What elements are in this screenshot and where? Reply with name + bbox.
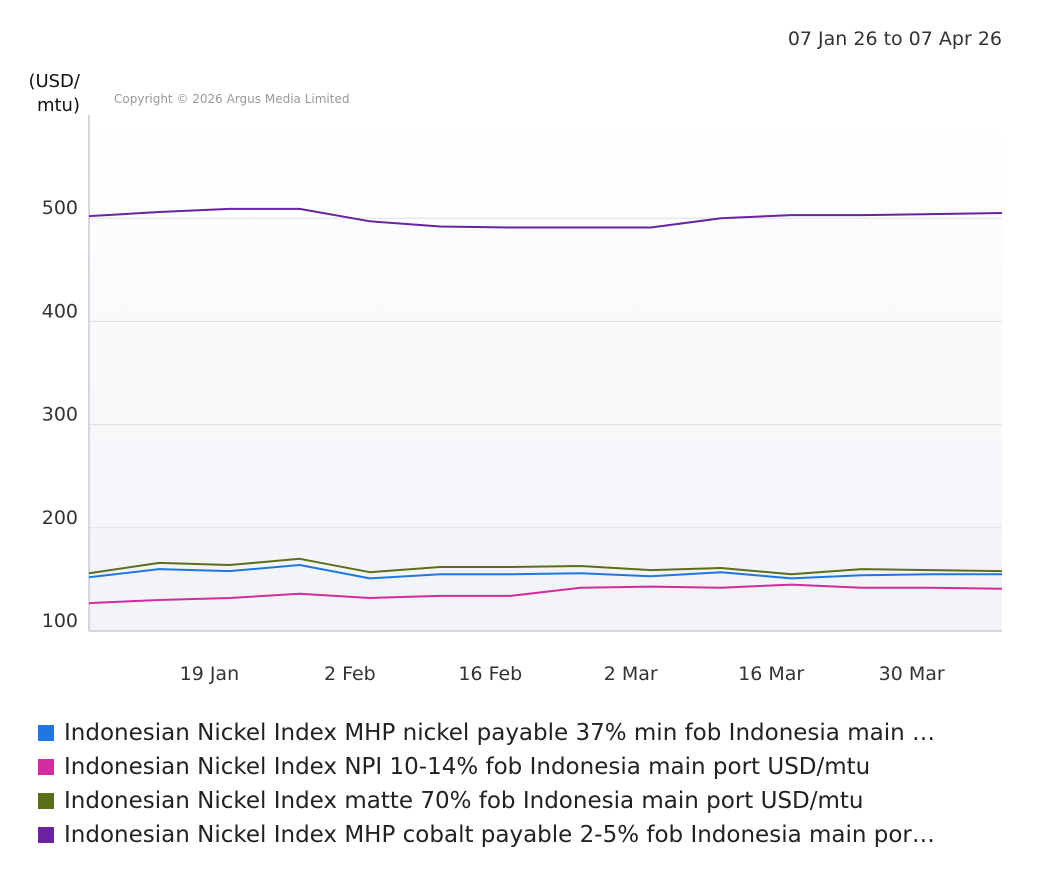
- legend-label: Indonesian Nickel Index matte 70% fob In…: [64, 788, 864, 814]
- legend-item[interactable]: Indonesian Nickel Index matte 70% fob In…: [38, 784, 1018, 818]
- legend-swatch: [38, 827, 54, 843]
- legend-item[interactable]: Indonesian Nickel Index NPI 10-14% fob I…: [38, 750, 1018, 784]
- y-unit-line-2: mtu): [36, 95, 80, 116]
- x-tick-labels: 19 Jan 2 Feb 16 Feb 2 Mar 16 Mar 30 Mar: [180, 663, 945, 685]
- legend: Indonesian Nickel Index MHP nickel payab…: [38, 716, 1018, 852]
- legend-label: Indonesian Nickel Index MHP nickel payab…: [64, 720, 935, 746]
- series-line-3[interactable]: [88, 207, 1003, 229]
- copyright-notice: Copyright © 2026 Argus Media Limited: [114, 92, 350, 106]
- y-unit-label: (USD/ mtu): [22, 70, 80, 118]
- x-tick-label: 16 Feb: [458, 663, 522, 685]
- plot-area: [89, 115, 1002, 631]
- x-tick-label: 2 Feb: [324, 663, 376, 685]
- y-tick-label: 400: [42, 300, 78, 322]
- line-chart: 100 200 300 400 500 19 Jan 2 Feb 16 Feb 2 Mar 16…: [42, 115, 1003, 685]
- legend-swatch: [38, 759, 54, 775]
- date-range: 07 Jan 26 to 07 Apr 26: [787, 28, 1002, 50]
- y-tick-label: 200: [42, 507, 78, 529]
- x-tick-label: 16 Mar: [738, 663, 804, 685]
- y-tick-labels: 100 200 300 400 500: [42, 197, 78, 632]
- y-tick-label: 300: [42, 404, 78, 426]
- y-unit-line-1: (USD/: [28, 71, 80, 92]
- x-tick-label: 30 Mar: [879, 663, 945, 685]
- x-tick-label: 19 Jan: [180, 663, 240, 685]
- legend-item[interactable]: Indonesian Nickel Index MHP cobalt payab…: [38, 818, 1018, 852]
- gridlines: [89, 217, 1002, 529]
- legend-item[interactable]: Indonesian Nickel Index MHP nickel payab…: [38, 716, 1018, 750]
- y-tick-label: 500: [42, 197, 78, 219]
- series-line-1[interactable]: [88, 583, 1003, 605]
- y-tick-label: 100: [42, 610, 78, 632]
- legend-swatch: [38, 793, 54, 809]
- series-lines: [88, 207, 1003, 605]
- legend-label: Indonesian Nickel Index NPI 10-14% fob I…: [64, 754, 871, 780]
- legend-label: Indonesian Nickel Index MHP cobalt payab…: [64, 822, 935, 848]
- series-line-0[interactable]: [88, 564, 1002, 580]
- series-line-2[interactable]: [88, 557, 1003, 576]
- legend-swatch: [38, 725, 54, 741]
- x-tick-label: 2 Mar: [604, 663, 658, 685]
